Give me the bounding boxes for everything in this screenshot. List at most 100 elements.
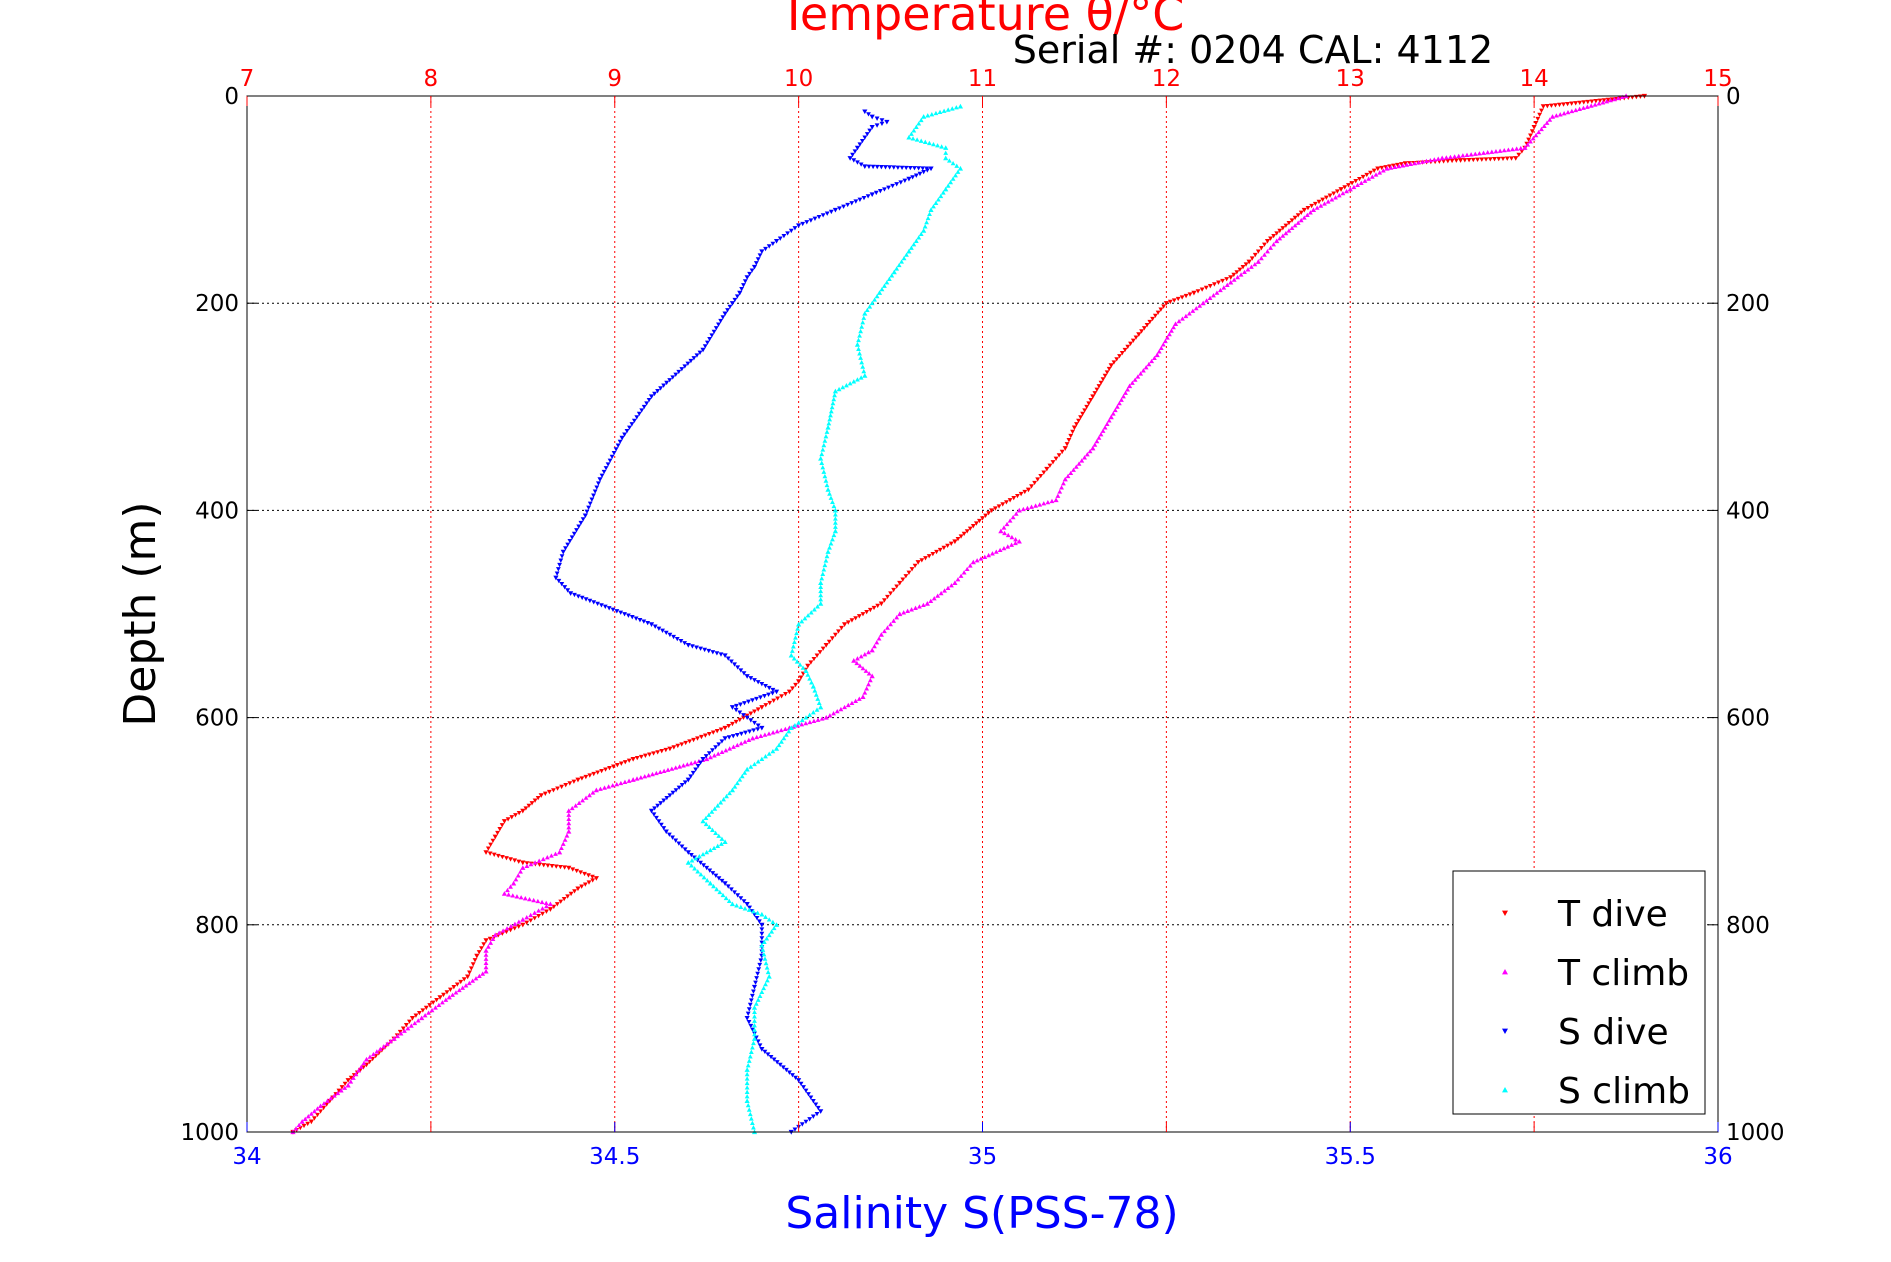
data-point bbox=[1163, 301, 1169, 306]
data-point-interp bbox=[1059, 485, 1064, 490]
data-point-interp bbox=[566, 825, 572, 830]
data-point-interp bbox=[1286, 228, 1292, 233]
data-point-interp bbox=[869, 300, 875, 306]
depth-tick-label-left: 200 bbox=[195, 291, 239, 317]
data-point bbox=[851, 658, 857, 663]
data-point-interp bbox=[948, 541, 954, 546]
data-point-interp bbox=[718, 318, 724, 324]
data-point-interp bbox=[891, 618, 897, 623]
data-point-interp bbox=[1577, 106, 1583, 112]
data-point bbox=[750, 735, 756, 741]
data-point-interp bbox=[694, 353, 700, 358]
data-point bbox=[862, 310, 868, 316]
data-point-interp bbox=[703, 815, 709, 821]
data-point-interp bbox=[420, 1008, 426, 1013]
data-point-interp bbox=[1122, 347, 1128, 353]
data-point-interp bbox=[916, 235, 922, 240]
data-point bbox=[915, 560, 921, 565]
data-point-interp bbox=[576, 800, 582, 805]
data-point-interp bbox=[348, 1079, 354, 1084]
data-point-interp bbox=[579, 595, 585, 601]
data-point-interp bbox=[901, 610, 907, 615]
temperature-tick-label: 14 bbox=[1519, 66, 1548, 92]
data-point bbox=[483, 968, 489, 974]
data-point-interp bbox=[690, 770, 696, 776]
data-point-interp bbox=[645, 620, 651, 626]
data-point-interp bbox=[436, 1002, 442, 1008]
chart-subtitle: Serial #: 0204 CAL: 4112 bbox=[1013, 28, 1493, 72]
data-point-interp bbox=[602, 785, 607, 790]
data-point-interp bbox=[862, 135, 868, 140]
data-point-interp bbox=[828, 209, 834, 215]
data-point-interp bbox=[1500, 156, 1506, 162]
data-point-interp bbox=[667, 378, 673, 383]
data-point-interp bbox=[903, 574, 909, 579]
data-point-interp bbox=[1280, 233, 1286, 238]
data-point bbox=[869, 647, 875, 653]
data-point-interp bbox=[804, 220, 810, 225]
data-point-interp bbox=[766, 244, 772, 249]
data-point-interp bbox=[706, 824, 712, 830]
data-point-interp bbox=[1584, 104, 1590, 109]
data-point-interp bbox=[1000, 502, 1006, 507]
data-point-interp bbox=[884, 280, 890, 285]
data-point-interp bbox=[756, 967, 762, 972]
data-point-interp bbox=[1029, 484, 1034, 489]
data-point bbox=[854, 145, 861, 151]
data-point-interp bbox=[574, 868, 580, 874]
data-point-interp bbox=[858, 375, 864, 380]
data-point-interp bbox=[587, 598, 593, 604]
data-point-interp bbox=[1400, 163, 1406, 168]
data-point-interp bbox=[863, 668, 869, 673]
data-point bbox=[796, 1078, 802, 1083]
data-point-interp bbox=[753, 980, 758, 985]
data-point-interp bbox=[651, 751, 656, 756]
data-point-interp bbox=[792, 1127, 798, 1132]
data-point-interp bbox=[1231, 277, 1237, 282]
data-point-interp bbox=[933, 110, 939, 116]
data-point-interp bbox=[837, 206, 842, 211]
data-point bbox=[773, 746, 780, 751]
data-point-interp bbox=[1245, 267, 1251, 272]
data-point-interp bbox=[490, 838, 496, 844]
data-point-interp bbox=[395, 1033, 400, 1039]
data-point-interp bbox=[859, 360, 865, 365]
data-point-interp bbox=[1106, 418, 1112, 423]
data-point-interp bbox=[1059, 449, 1065, 455]
data-point-interp bbox=[1468, 152, 1474, 157]
data-point-interp bbox=[591, 600, 597, 605]
data-point bbox=[921, 228, 927, 233]
data-point-interp bbox=[297, 1125, 303, 1131]
data-point-interp bbox=[1353, 179, 1359, 184]
data-point-interp bbox=[499, 854, 505, 860]
data-point-interp bbox=[1593, 99, 1599, 104]
data-point-interp bbox=[1252, 252, 1258, 258]
data-point-interp bbox=[737, 777, 743, 782]
data-point-interp bbox=[857, 333, 862, 338]
data-point-interp bbox=[580, 798, 585, 803]
data-point-interp bbox=[1249, 264, 1254, 269]
data-point-interp bbox=[676, 785, 682, 790]
data-point-interp bbox=[710, 827, 715, 832]
data-point-interp bbox=[698, 872, 704, 877]
data-point-interp bbox=[961, 531, 967, 537]
data-point-interp bbox=[849, 618, 855, 623]
data-point-interp bbox=[448, 987, 453, 992]
data-point-interp bbox=[828, 413, 833, 418]
data-point-interp bbox=[622, 760, 628, 765]
data-point-interp bbox=[763, 914, 768, 919]
data-point-interp bbox=[876, 636, 882, 641]
data-point-interp bbox=[914, 137, 920, 142]
data-point bbox=[1108, 414, 1114, 420]
data-point-interp bbox=[1445, 159, 1451, 164]
data-point-interp bbox=[1351, 184, 1357, 190]
data-point-interp bbox=[753, 1001, 759, 1006]
data-point bbox=[1228, 275, 1234, 280]
data-point-interp bbox=[819, 716, 825, 721]
data-point-interp bbox=[689, 863, 694, 868]
data-point-interp bbox=[1156, 349, 1162, 354]
data-point-interp bbox=[1529, 129, 1535, 134]
data-point bbox=[1338, 187, 1344, 192]
data-point-interp bbox=[567, 539, 573, 544]
data-point-interp bbox=[685, 361, 691, 366]
